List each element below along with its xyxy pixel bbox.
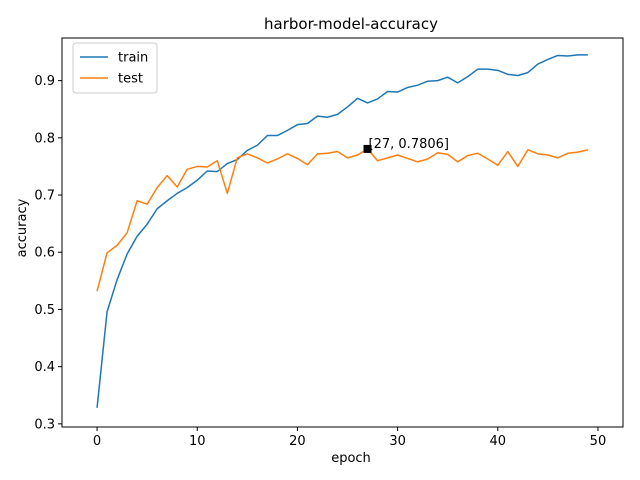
chart-title: harbor-model-accuracy bbox=[264, 15, 438, 33]
y-tick-label: 0.4 bbox=[34, 360, 55, 375]
y-tick-label: 0.5 bbox=[34, 303, 55, 318]
legend-label-train: train bbox=[118, 51, 148, 66]
annotation-layer: [27, 0.7806] bbox=[363, 137, 449, 153]
y-tick-label: 0.3 bbox=[34, 417, 55, 432]
y-tick-label: 0.7 bbox=[34, 189, 55, 204]
legend-label-test: test bbox=[118, 72, 143, 87]
x-tick-label: 20 bbox=[289, 434, 306, 449]
x-tick-label: 30 bbox=[389, 434, 406, 449]
y-axis-ticks: 0.3 0.4 0.5 0.6 0.7 0.8 0.9 bbox=[34, 74, 62, 432]
x-tick-label: 40 bbox=[490, 434, 507, 449]
plot-frame bbox=[61, 37, 624, 428]
y-tick-label: 0.6 bbox=[34, 246, 55, 261]
y-tick-label: 0.9 bbox=[34, 74, 55, 89]
annotation-marker bbox=[363, 144, 372, 153]
y-tick-label: 0.8 bbox=[34, 131, 55, 146]
annotation-label: [27, 0.7806] bbox=[369, 137, 449, 152]
series-layer bbox=[96, 54, 589, 408]
x-tick-label: 10 bbox=[189, 434, 206, 449]
series-line-test bbox=[96, 148, 589, 292]
legend-box bbox=[72, 42, 158, 94]
series-line-train bbox=[96, 54, 588, 408]
x-tick-label: 50 bbox=[590, 434, 607, 449]
x-axis-label: epoch bbox=[331, 451, 371, 466]
y-axis-label: accuracy bbox=[15, 198, 30, 257]
x-tick-label: 0 bbox=[93, 434, 101, 449]
legend: train test bbox=[72, 42, 158, 94]
x-axis-ticks: 0 10 20 30 40 50 bbox=[93, 427, 606, 449]
